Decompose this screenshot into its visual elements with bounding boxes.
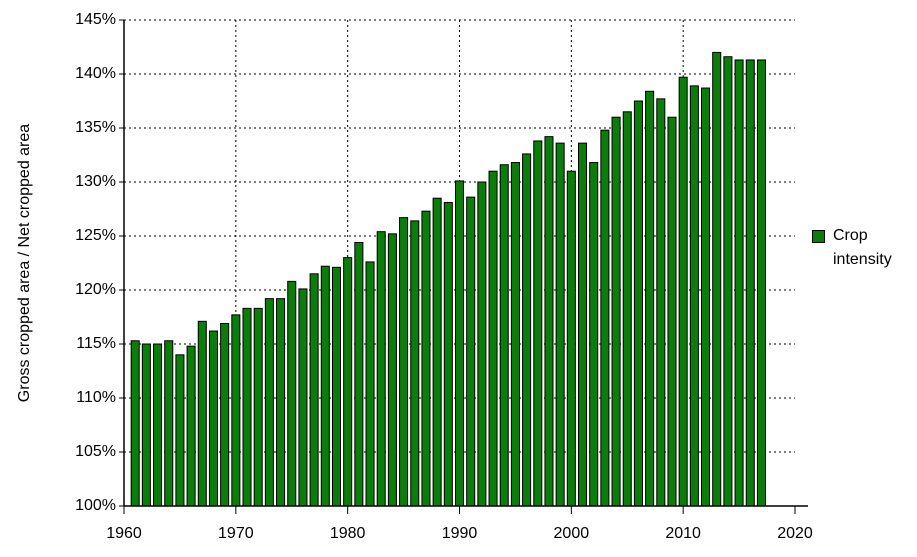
x-tick-label: 2020 — [777, 525, 813, 542]
bar — [276, 298, 286, 507]
bar — [387, 233, 397, 507]
y-tick-label: 140% — [75, 65, 116, 82]
bar — [253, 307, 263, 507]
bar — [197, 320, 207, 507]
bar — [734, 59, 744, 507]
y-tick-label: 110% — [76, 389, 116, 406]
bar — [656, 98, 666, 507]
x-tick-label: 1970 — [218, 525, 254, 542]
bar — [510, 162, 520, 507]
bar — [466, 196, 476, 507]
y-tick-label: 130% — [75, 173, 116, 190]
y-axis-label: Gross cropped area / Net cropped area — [16, 124, 33, 402]
bar — [555, 142, 565, 507]
bar — [141, 343, 151, 507]
bar — [522, 153, 532, 507]
bar — [331, 266, 342, 507]
bar — [298, 288, 308, 507]
y-tick-label: 125% — [75, 227, 116, 244]
bar — [678, 76, 688, 507]
bar — [723, 56, 733, 507]
bar — [611, 116, 621, 507]
bar — [164, 340, 174, 507]
bar — [745, 59, 755, 507]
bar — [343, 257, 353, 507]
bar — [443, 202, 453, 507]
y-tick-label: 120% — [75, 281, 116, 298]
x-tick-label: 2000 — [554, 525, 590, 542]
legend-label: Crop intensity — [833, 227, 892, 268]
bar — [544, 136, 554, 507]
bar — [667, 116, 677, 507]
bar — [600, 129, 610, 507]
bar — [454, 180, 465, 507]
bar — [365, 261, 375, 507]
bar — [633, 100, 643, 507]
bar — [175, 354, 185, 507]
bar — [589, 162, 599, 507]
bar — [477, 181, 487, 507]
bar — [622, 111, 632, 507]
x-tick-label: 1980 — [330, 525, 366, 542]
bar — [287, 280, 297, 507]
bar — [153, 343, 163, 507]
bar — [756, 59, 766, 507]
bar — [309, 273, 319, 507]
bar — [231, 314, 241, 507]
bar — [421, 210, 431, 507]
x-tick-label: 1990 — [442, 525, 478, 542]
bar — [410, 220, 420, 507]
bar — [577, 142, 588, 507]
x-tick-label: 2010 — [665, 525, 701, 542]
bar — [399, 217, 409, 507]
bar — [208, 330, 218, 507]
bar — [264, 298, 274, 507]
x-tick-label: 1960 — [106, 525, 142, 542]
bar — [566, 170, 576, 507]
bar — [499, 164, 509, 507]
legend-swatch — [812, 230, 825, 243]
bar — [220, 322, 230, 507]
y-tick-label: 100% — [75, 497, 116, 514]
y-tick-label: 115% — [76, 335, 116, 352]
bar — [432, 197, 442, 507]
legend: Crop intensity — [812, 224, 892, 272]
bar — [376, 231, 386, 507]
bar — [689, 85, 699, 507]
y-tick-label: 105% — [75, 443, 116, 460]
y-tick-label: 145% — [75, 11, 116, 28]
bar — [242, 307, 252, 507]
bar — [533, 140, 543, 507]
bar — [186, 345, 196, 507]
bar — [712, 51, 722, 507]
bar — [354, 241, 364, 507]
y-tick-label: 135% — [75, 119, 116, 136]
bar — [320, 265, 330, 507]
bar — [645, 90, 655, 507]
bar — [130, 340, 140, 507]
bar — [488, 170, 498, 507]
bar — [701, 87, 711, 507]
